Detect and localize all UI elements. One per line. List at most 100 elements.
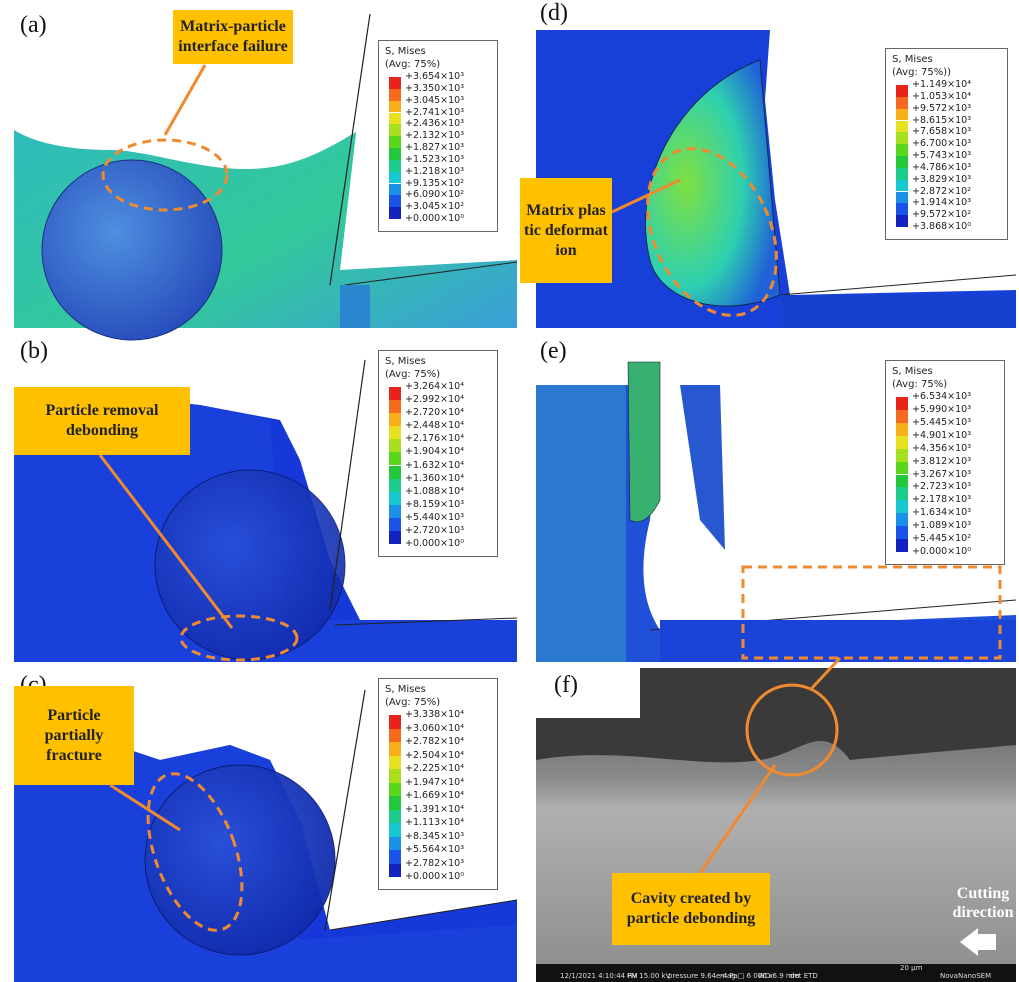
panel-label: (a) bbox=[20, 12, 47, 39]
legend-swatch bbox=[896, 203, 908, 215]
legend-swatch bbox=[389, 184, 401, 196]
callout: Particle partially fracture bbox=[14, 686, 134, 785]
legend-value: +1.088×10⁴ bbox=[405, 487, 464, 497]
legend-swatch bbox=[896, 132, 908, 144]
legend-swatch bbox=[896, 513, 908, 526]
legend-swatch bbox=[389, 864, 401, 878]
legend-value: +3.045×10² bbox=[405, 202, 464, 212]
legend-swatch bbox=[896, 423, 908, 436]
legend-swatch bbox=[389, 195, 401, 207]
legend-value: +5.990×10³ bbox=[912, 405, 971, 415]
legend-swatch bbox=[389, 850, 401, 864]
legend-swatch bbox=[389, 810, 401, 824]
legend-subtitle: (Avg: 75%) bbox=[385, 696, 491, 709]
legend-swatch bbox=[896, 436, 908, 449]
legend-swatch bbox=[896, 215, 908, 227]
legend-swatch bbox=[389, 77, 401, 89]
legend-value: +3.045×10³ bbox=[405, 96, 464, 106]
legend-value: +2.782×10³ bbox=[405, 859, 464, 869]
artwork bbox=[0, 0, 1019, 982]
legend-value: +0.000×10⁰ bbox=[405, 214, 464, 224]
legend-value: +3.338×10⁴ bbox=[405, 710, 464, 720]
legend-value: +8.615×10³ bbox=[912, 116, 971, 126]
panel-f-art bbox=[536, 668, 1016, 982]
legend: S, Mises(Avg: 75%)+6.534×10³+5.990×10³+5… bbox=[885, 360, 1005, 565]
legend-value: +1.914×10³ bbox=[912, 198, 971, 208]
callout: Particle removal debonding bbox=[14, 387, 190, 455]
legend-subtitle: (Avg: 75%) bbox=[385, 58, 491, 71]
legend-value: +2.436×10³ bbox=[405, 119, 464, 129]
legend-value: +1.827×10³ bbox=[405, 143, 464, 153]
panel-label: (d) bbox=[540, 0, 568, 27]
legend-value: +1.053×10⁴ bbox=[912, 92, 971, 102]
legend-swatch bbox=[389, 400, 401, 413]
callout: Matrix-particle interface failure bbox=[173, 10, 293, 64]
legend-swatch bbox=[896, 97, 908, 109]
legend-swatch bbox=[389, 426, 401, 439]
legend-swatch bbox=[896, 475, 908, 488]
legend-value: +5.445×10³ bbox=[912, 418, 971, 428]
legend-swatch bbox=[389, 439, 401, 452]
legend-swatch bbox=[389, 148, 401, 160]
legend-value: +3.264×10⁴ bbox=[405, 382, 464, 392]
legend-title: S, Mises bbox=[385, 683, 491, 696]
legend-value: +2.782×10⁴ bbox=[405, 737, 464, 747]
legend-value: +3.060×10⁴ bbox=[405, 724, 464, 734]
legend-value: +0.000×10⁰ bbox=[405, 539, 464, 549]
legend-subtitle: (Avg: 75%) bbox=[385, 368, 491, 381]
legend-value: +1.904×10⁴ bbox=[405, 447, 464, 457]
legend-title: S, Mises bbox=[385, 45, 491, 58]
legend-subtitle: (Avg: 75%) bbox=[892, 378, 998, 391]
legend-value: +4.786×10³ bbox=[912, 163, 971, 173]
legend-value: +1.391×10⁴ bbox=[405, 805, 464, 815]
panel-label: (e) bbox=[540, 338, 567, 365]
legend-swatch bbox=[389, 756, 401, 770]
legend-value: +1.669×10⁴ bbox=[405, 791, 464, 801]
legend-value: +1.523×10³ bbox=[405, 155, 464, 165]
legend-swatch bbox=[389, 742, 401, 756]
legend-swatch bbox=[389, 89, 401, 101]
legend: S, Mises(Avg: 75%)+3.338×10⁴ +3.060×10⁴ +2… bbox=[378, 678, 498, 890]
legend-swatch bbox=[389, 729, 401, 743]
legend-value: +2.504×10⁴ bbox=[405, 751, 464, 761]
legend-value: +2.178×10³ bbox=[912, 495, 971, 505]
legend-value: +8.345×10³ bbox=[405, 832, 464, 842]
legend-value: +3.829×10³ bbox=[912, 175, 971, 185]
legend-swatch bbox=[389, 207, 401, 219]
legend-swatch bbox=[389, 160, 401, 172]
legend-value: +2.872×10² bbox=[912, 187, 971, 197]
legend-swatch bbox=[896, 449, 908, 462]
legend-value: +7.658×10³ bbox=[912, 127, 971, 137]
legend-value: +1.089×10³ bbox=[912, 521, 971, 531]
legend-value: +5.564×10³ bbox=[405, 845, 464, 855]
legend-subtitle: (Avg: 75%)) bbox=[892, 66, 1001, 79]
legend-value: +3.654×10³ bbox=[405, 72, 464, 82]
info-text: HV 15.00 kV bbox=[627, 972, 670, 980]
legend-value: +9.572×10² bbox=[912, 210, 971, 220]
legend-swatch bbox=[896, 168, 908, 180]
info-text: NovaNanoSEM bbox=[940, 972, 991, 980]
legend-value: +4.901×10³ bbox=[912, 431, 971, 441]
legend-swatch bbox=[896, 109, 908, 121]
legend-swatch bbox=[389, 823, 401, 837]
legend-swatch bbox=[896, 526, 908, 539]
legend-value: +1.360×10⁴ bbox=[405, 474, 464, 484]
legend-value: +8.159×10³ bbox=[405, 500, 464, 510]
legend-title: S, Mises bbox=[385, 355, 491, 368]
legend-swatch bbox=[896, 500, 908, 513]
legend-swatch bbox=[389, 769, 401, 783]
legend-title: S, Mises bbox=[892, 53, 1001, 66]
legend-value: +2.723×10³ bbox=[912, 482, 971, 492]
legend-swatch bbox=[896, 539, 908, 552]
legend-swatch bbox=[896, 192, 908, 204]
legend-swatch bbox=[389, 113, 401, 125]
legend-swatch bbox=[389, 837, 401, 851]
legend-swatch bbox=[389, 492, 401, 505]
legend-swatch bbox=[896, 144, 908, 156]
legend-value: +1.113×10⁴ bbox=[405, 818, 464, 828]
legend-value: +1.947×10⁴ bbox=[405, 778, 464, 788]
legend-value: +2.132×10³ bbox=[405, 131, 464, 141]
legend-value: +6.534×10³ bbox=[912, 392, 971, 402]
legend-value: +3.868×10⁰ bbox=[912, 222, 971, 232]
legend-value: +1.634×10³ bbox=[912, 508, 971, 518]
